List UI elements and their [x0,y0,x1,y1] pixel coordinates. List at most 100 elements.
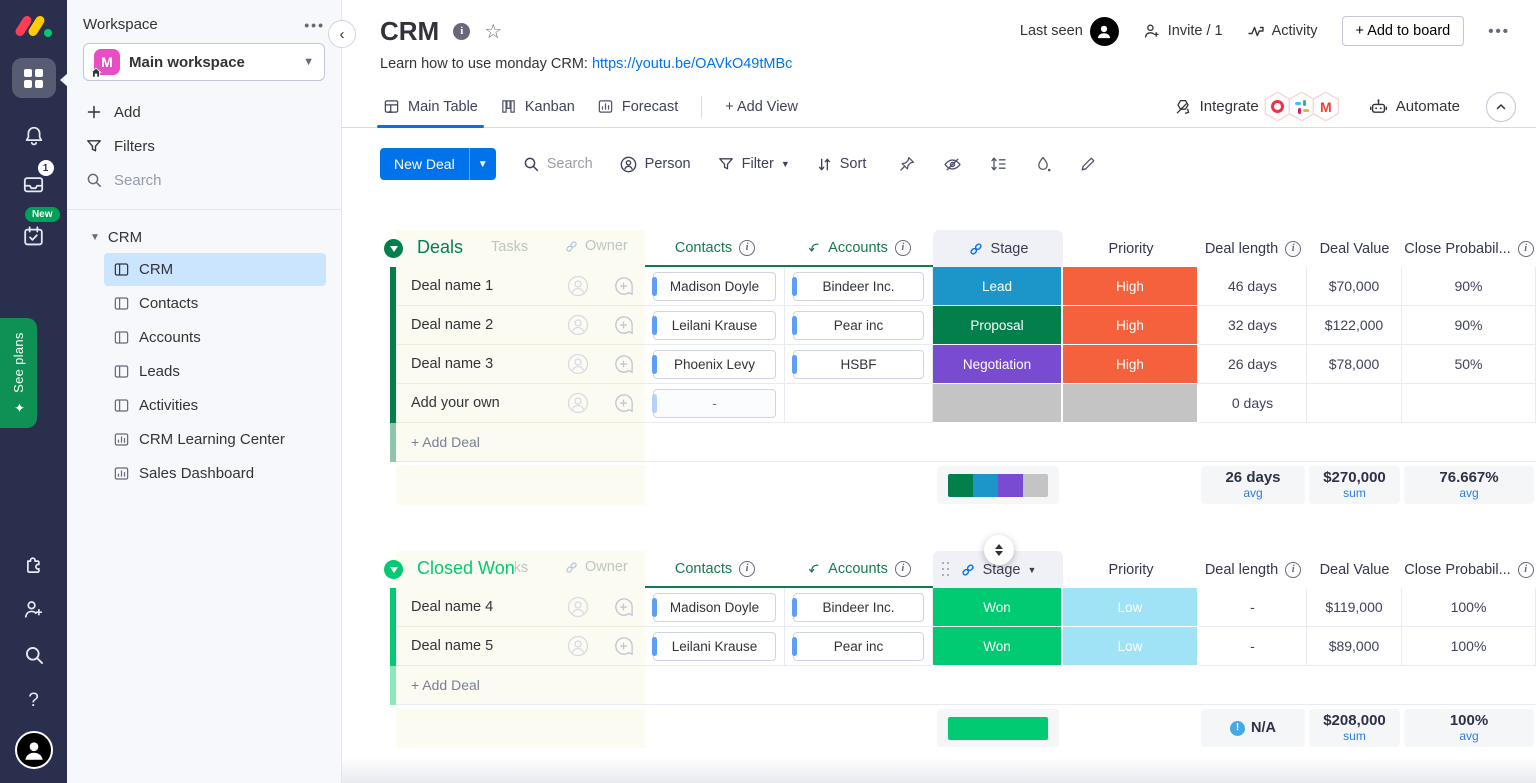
column-header-close-probability[interactable]: Close Probabil... i [1402,551,1536,588]
deal-name-cell[interactable]: Add your own [396,384,645,423]
column-sort-button[interactable] [984,535,1014,565]
close-summary[interactable]: 76.667% avg [1404,466,1534,504]
notifications-bell-icon[interactable] [12,116,56,156]
group-title[interactable]: Deals [417,237,464,258]
info-icon[interactable]: i [1517,240,1534,257]
tab-main-table[interactable]: Main Table [372,86,489,128]
my-work-calendar-icon[interactable]: New [12,207,60,256]
info-icon[interactable]: i [739,239,756,256]
deal-length-cell[interactable]: - [1199,627,1307,666]
sidebar-add-button[interactable]: Add [67,95,341,129]
column-header-priority[interactable]: Priority [1108,561,1154,578]
info-icon[interactable]: i [1285,561,1302,578]
column-header-close-probability[interactable]: Close Probabil... i [1402,230,1536,267]
sidebar-search[interactable]: Search [67,163,341,197]
priority-cell[interactable]: Low [1063,627,1199,666]
edit-pen-icon[interactable] [1079,155,1097,173]
board-info-icon[interactable]: i [453,22,471,40]
add-update-icon[interactable] [612,275,635,298]
stage-cell[interactable]: Won [933,627,1063,666]
workspaces-icon[interactable] [11,58,56,98]
close-summary[interactable]: 100% avg [1404,709,1534,747]
column-header-contacts[interactable]: Contacts i [645,230,785,267]
column-header-stage[interactable]: Stage [933,230,1063,267]
deal-value-cell[interactable]: $78,000 [1307,345,1402,384]
account-cell[interactable] [785,384,933,423]
add-to-board-button[interactable]: + Add to board [1341,16,1465,46]
new-deal-dropdown[interactable]: ▼ [468,148,496,180]
deal-name-cell[interactable]: Deal name 3 [396,345,645,384]
group-collapse-icon[interactable] [384,239,403,258]
contact-cell[interactable]: Leilani Krause [645,306,785,345]
stage-cell[interactable] [933,384,1063,423]
deal-value-cell[interactable]: $119,000 [1307,588,1402,627]
deal-name-cell[interactable]: Deal name 1 [396,267,645,306]
stage-cell[interactable]: Won [933,588,1063,627]
activity-button[interactable]: Activity [1247,22,1318,40]
monday-logo[interactable] [13,12,52,42]
global-search-icon[interactable] [12,635,56,675]
deal-value-cell[interactable]: $122,000 [1307,306,1402,345]
close-probability-cell[interactable]: 50% [1402,345,1536,384]
close-probability-cell[interactable]: 100% [1402,627,1536,666]
drag-handle-icon[interactable] [942,562,950,577]
stage-distribution[interactable] [937,709,1059,747]
hide-columns-eye-icon[interactable] [943,155,962,174]
column-header-accounts[interactable]: Accounts i [785,230,933,267]
invite-members-icon[interactable] [12,589,56,629]
deal-name-cell[interactable]: Deal name 2 [396,306,645,345]
invite-button[interactable]: Invite / 1 [1143,22,1223,40]
contact-cell[interactable]: Madison Doyle [645,588,785,627]
column-header-deal-length[interactable]: Deal length i [1199,551,1307,588]
contact-cell[interactable]: - [645,384,785,423]
column-header-accounts[interactable]: Accounts i [785,551,933,588]
apps-puzzle-icon[interactable] [12,543,56,583]
sidebar-item-crm-learning-center[interactable]: CRM Learning Center [104,423,326,456]
tab-forecast[interactable]: Forecast [586,86,689,127]
info-icon[interactable]: i [1517,561,1534,578]
deal-length-cell[interactable]: 46 days [1199,267,1307,306]
contact-cell[interactable]: Phoenix Levy [645,345,785,384]
deal-value-cell[interactable] [1307,384,1402,423]
info-icon[interactable]: i [739,560,756,577]
contact-cell[interactable]: Leilani Krause [645,627,785,666]
column-header-priority[interactable]: Priority [1108,240,1154,257]
column-header-deal-length[interactable]: Deal length i [1199,230,1307,267]
length-summary[interactable]: 26 days avg [1201,466,1305,504]
stage-cell[interactable]: Negotiation [933,345,1063,384]
sidebar-item-crm[interactable]: CRM [104,253,326,286]
deal-name-cell[interactable]: Deal name 4 [396,588,645,627]
length-summary[interactable]: ! N/A [1201,709,1305,747]
stage-distribution[interactable] [937,466,1059,504]
user-avatar[interactable] [14,731,53,769]
integrate-button[interactable]: Integrate M [1174,91,1341,122]
help-icon[interactable]: ? [28,690,39,711]
sidebar-filters-button[interactable]: Filters [67,129,341,163]
add-deal-button[interactable]: + Add Deal [396,423,1536,462]
deal-length-cell[interactable]: 32 days [1199,306,1307,345]
color-icon[interactable] [1034,155,1052,173]
inbox-icon[interactable]: 1 [12,160,56,204]
group-title[interactable]: Closed Won [417,558,515,579]
add-update-icon[interactable] [612,596,635,619]
add-update-icon[interactable] [612,635,635,658]
priority-cell[interactable]: High [1063,345,1199,384]
workspace-menu-dots[interactable]: ••• [304,16,325,33]
board-menu-dots[interactable]: ••• [1488,22,1510,40]
value-summary[interactable]: $270,000 sum [1309,466,1400,504]
stage-cell[interactable]: Lead [933,267,1063,306]
sidebar-item-activities[interactable]: Activities [104,389,326,422]
last-seen[interactable]: Last seen [1020,16,1119,46]
search-button[interactable]: Search [522,155,593,173]
tree-root-crm[interactable]: ▼ CRM [90,228,143,246]
sidebar-item-contacts[interactable]: Contacts [104,287,326,320]
account-cell[interactable]: Bindeer Inc. [785,267,933,306]
row-height-icon[interactable] [989,155,1007,173]
close-probability-cell[interactable]: 90% [1402,267,1536,306]
info-icon[interactable]: i [894,560,911,577]
stage-cell[interactable]: Proposal [933,306,1063,345]
favorite-star-icon[interactable]: ☆ [484,20,503,43]
info-icon[interactable]: i [1285,240,1302,257]
sidebar-collapse-button[interactable]: ‹ [328,20,356,48]
deal-length-cell[interactable]: - [1199,588,1307,627]
